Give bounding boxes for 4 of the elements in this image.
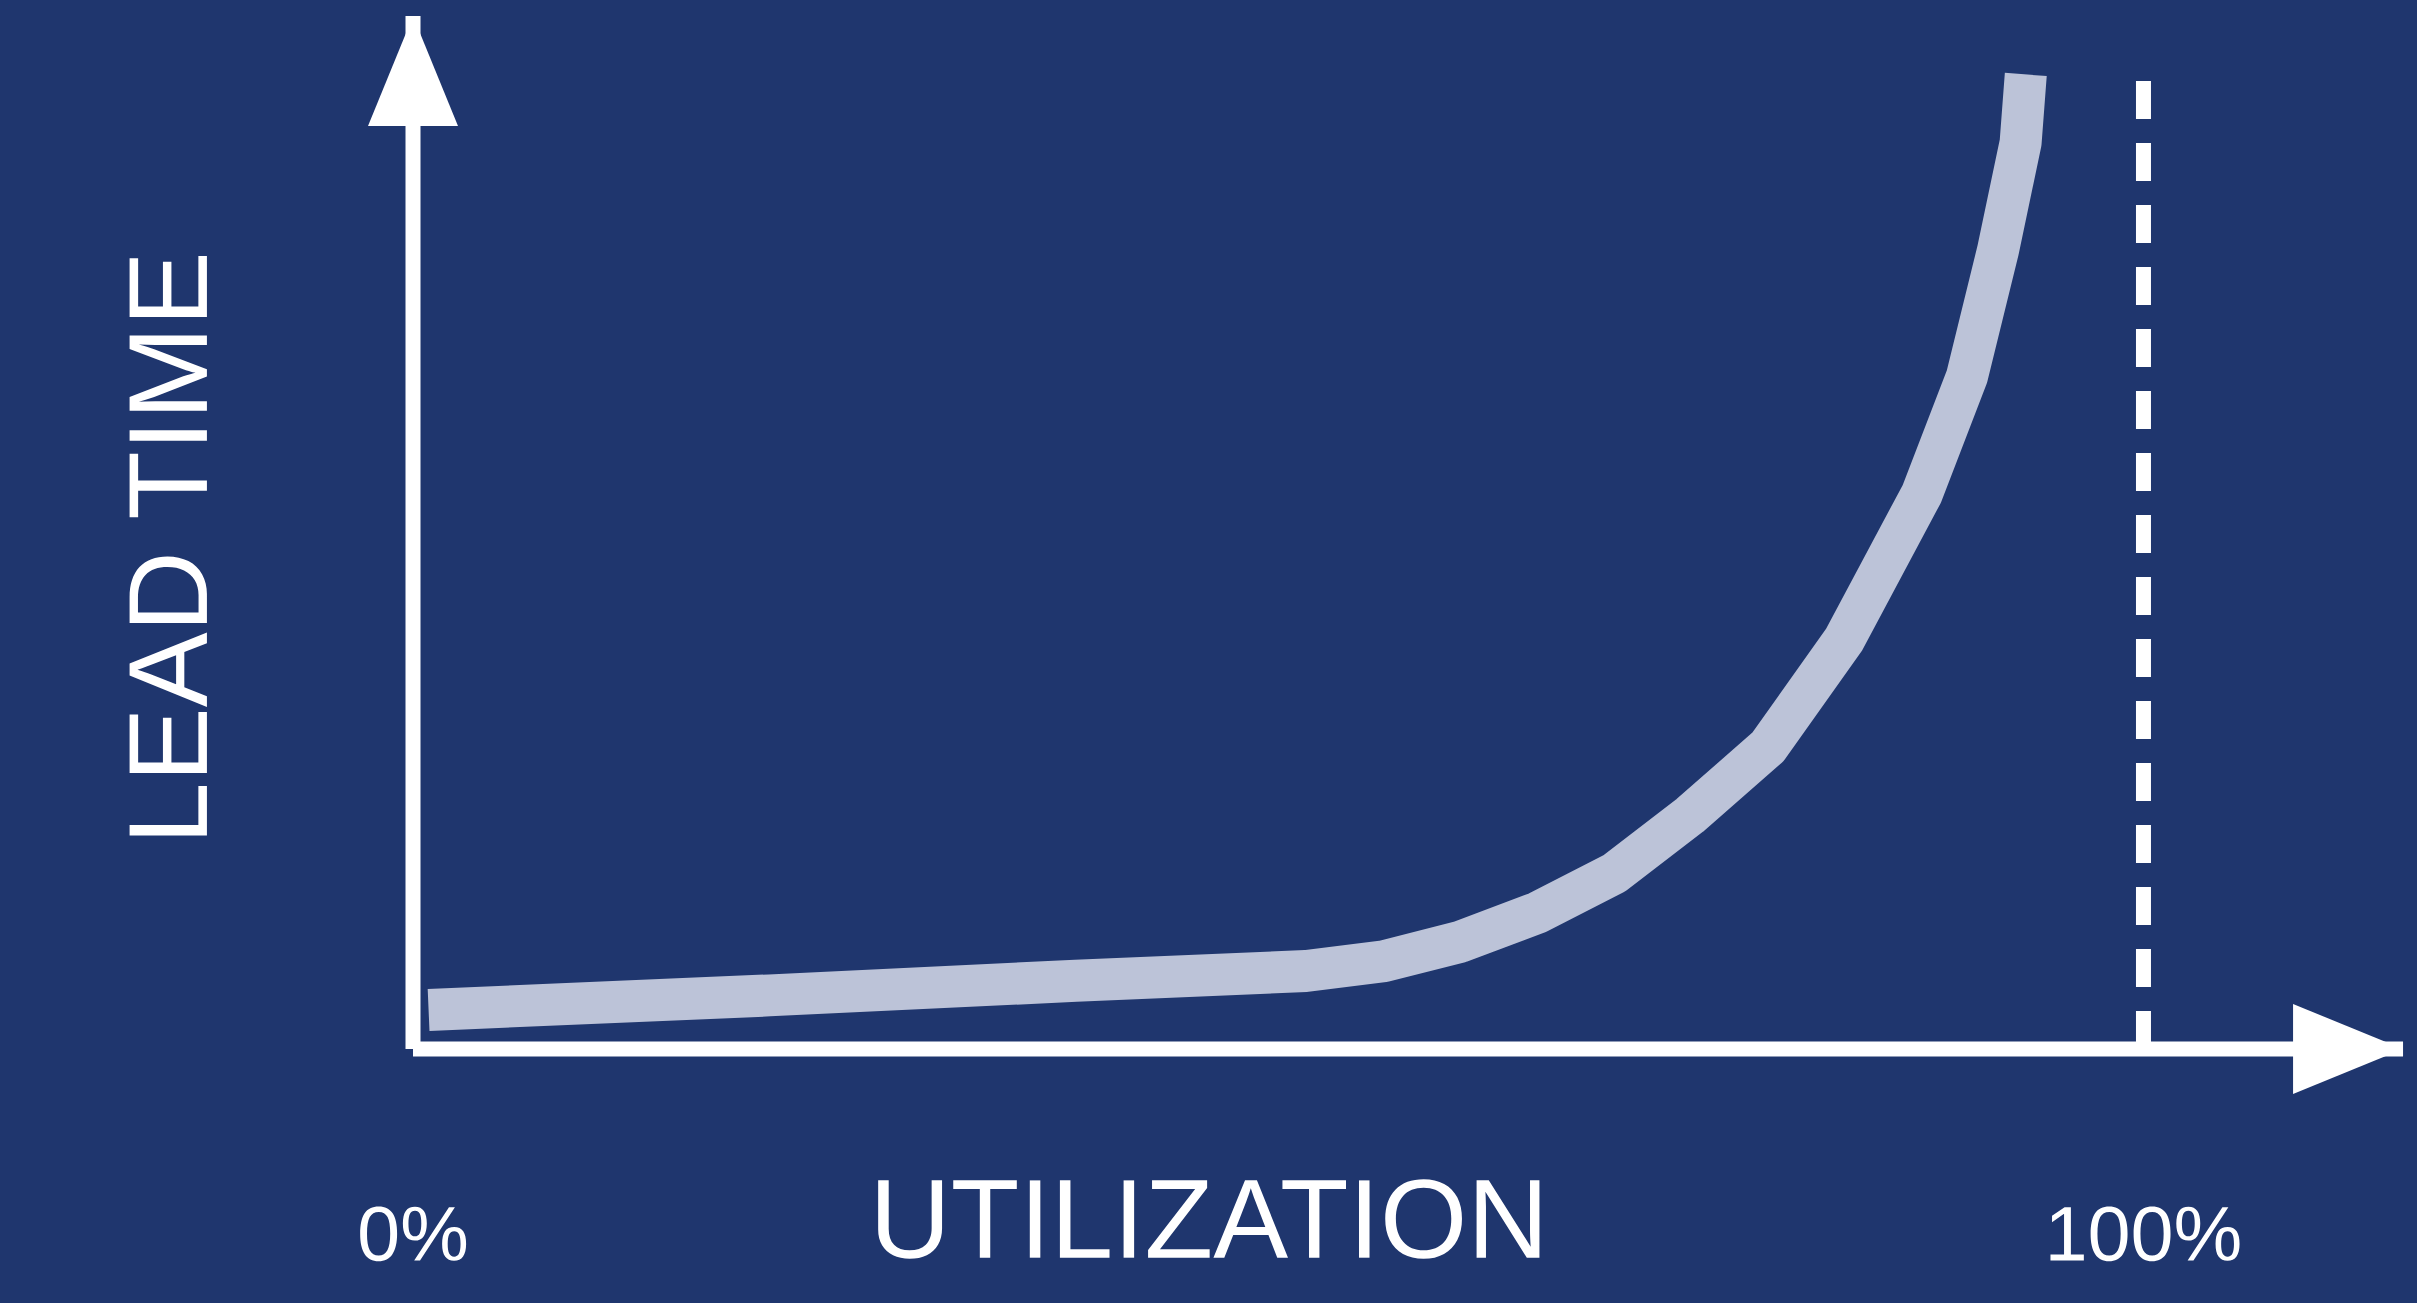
x-tick-label: 100% xyxy=(2050,1206,2240,1262)
x-tick-label: 0% xyxy=(360,1206,467,1262)
x-axis-title: UTILIZATION xyxy=(878,1179,1540,1259)
y-axis-title: LEAD TIME xyxy=(129,256,207,836)
